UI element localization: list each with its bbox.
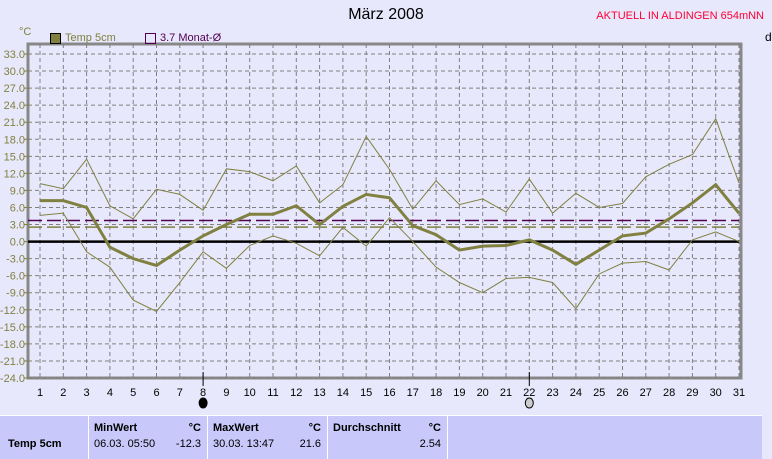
y-tick-label: -9.0	[6, 288, 25, 300]
max-date: 30.03. 13:47	[213, 438, 275, 450]
max-unit: °C	[308, 422, 321, 434]
x-tick-label: 9	[223, 387, 229, 399]
x-tick-label: 19	[453, 387, 465, 399]
x-tick-label: 18	[430, 387, 442, 399]
avg-unit: °C	[428, 422, 441, 434]
stats-panel: Temp 5cm MinWert °C 06.03. 05:50 -12.3 M…	[0, 415, 762, 459]
y-unit: °C	[19, 26, 32, 38]
x-tick-label: 26	[616, 387, 628, 399]
y-tick-label: 27.0	[4, 83, 25, 95]
legend-label: 3.7 Monat-Ø	[160, 32, 222, 44]
x-tick-label: 21	[500, 387, 512, 399]
y-tick-label: 15.0	[4, 151, 25, 163]
series-mean-line	[40, 182, 741, 268]
x-tick-label: 5	[130, 387, 136, 399]
chart-title: März 2008	[348, 6, 424, 23]
avg-label: Durchschnitt	[333, 422, 401, 434]
x-tick-label: 11	[267, 387, 278, 399]
avg-value: 2.54	[419, 438, 441, 450]
legend-temp[interactable]: Temp 5cm	[50, 32, 116, 44]
y-tick-label: -24.0	[0, 373, 25, 385]
stats-min: MinWert °C 06.03. 05:50 -12.3	[88, 416, 207, 459]
x-tick-label: 2	[60, 387, 66, 399]
legend-avg[interactable]: 3.7 Monat-Ø	[145, 32, 221, 44]
max-label: MaxWert	[213, 422, 259, 434]
y-tick-label: 21.0	[4, 117, 25, 129]
x-tick-label: 7	[177, 387, 183, 399]
y-tick-label: -6.0	[6, 271, 25, 283]
series-max-line	[39, 117, 740, 220]
y-tick-label: -12.0	[0, 305, 25, 317]
x-tick-label: 4	[107, 387, 113, 399]
full-moon-icon	[524, 397, 534, 409]
x-tick-label: 1	[37, 387, 43, 399]
legend-label: Temp 5cm	[65, 32, 116, 44]
stats-max: MaxWert °C 30.03. 13:47 21.6	[207, 416, 327, 459]
y-tick-label: -21.0	[0, 356, 25, 368]
x-tick-label: 16	[383, 387, 395, 399]
station-label: AKTUELL IN ALDINGEN 654mNN	[596, 10, 764, 22]
x-tick-label: 12	[290, 387, 302, 399]
min-unit: °C	[188, 422, 201, 434]
row-label: Temp 5cm	[8, 438, 62, 450]
x-tick-label: 31	[733, 387, 745, 399]
min-date: 06.03. 05:50	[94, 438, 156, 450]
x-tick-label: 10	[244, 387, 256, 399]
y-tick-label: 24.0	[4, 100, 25, 112]
temperature-chart: 33.030.027.024.021.018.015.012.09.06.03.…	[0, 42, 745, 409]
x-tick-label: 24	[570, 387, 582, 399]
x-tick-label: 8	[200, 387, 206, 399]
y-tick-label: -3.0	[6, 254, 25, 266]
x-tick-label: 23	[546, 387, 558, 399]
right-label: d	[765, 30, 772, 44]
x-tick-label: 13	[313, 387, 325, 399]
x-tick-label: 30	[710, 387, 722, 399]
y-tick-label: -18.0	[0, 339, 25, 351]
y-tick-label: 9.0	[10, 185, 25, 197]
y-tick-label: 18.0	[4, 134, 25, 146]
max-value: 21.6	[299, 438, 321, 450]
x-tick-label: 25	[593, 387, 605, 399]
x-tick-label: 17	[407, 387, 419, 399]
series-min-line	[39, 212, 740, 313]
legend-swatch	[50, 32, 61, 44]
y-tick-label: 30.0	[4, 66, 25, 78]
x-tick-label: 28	[663, 387, 675, 399]
stats-empty	[447, 416, 762, 459]
stats-avg: Durchschnitt °C 2.54	[327, 416, 447, 459]
legend-swatch	[145, 32, 156, 44]
y-tick-label: 0.0	[10, 237, 25, 249]
x-tick-label: 6	[153, 387, 159, 399]
x-tick-label: 22	[523, 387, 535, 399]
x-tick-label: 3	[84, 387, 90, 399]
new-moon-icon	[198, 397, 208, 409]
min-value: -12.3	[175, 438, 201, 450]
y-tick-label: 12.0	[4, 168, 25, 180]
stats-row-label: Temp 5cm	[0, 416, 88, 459]
x-tick-label: 15	[360, 387, 372, 399]
plot-frame	[26, 42, 743, 380]
y-tick-label: 6.0	[10, 202, 25, 214]
y-tick-label: 3.0	[10, 220, 25, 232]
y-tick-label: -15.0	[0, 322, 25, 334]
x-tick-label: 27	[640, 387, 652, 399]
x-tick-label: 14	[337, 387, 349, 399]
x-tick-label: 20	[477, 387, 489, 399]
y-tick-label: 33.0	[4, 49, 25, 61]
min-label: MinWert	[94, 422, 138, 434]
x-tick-label: 29	[686, 387, 698, 399]
